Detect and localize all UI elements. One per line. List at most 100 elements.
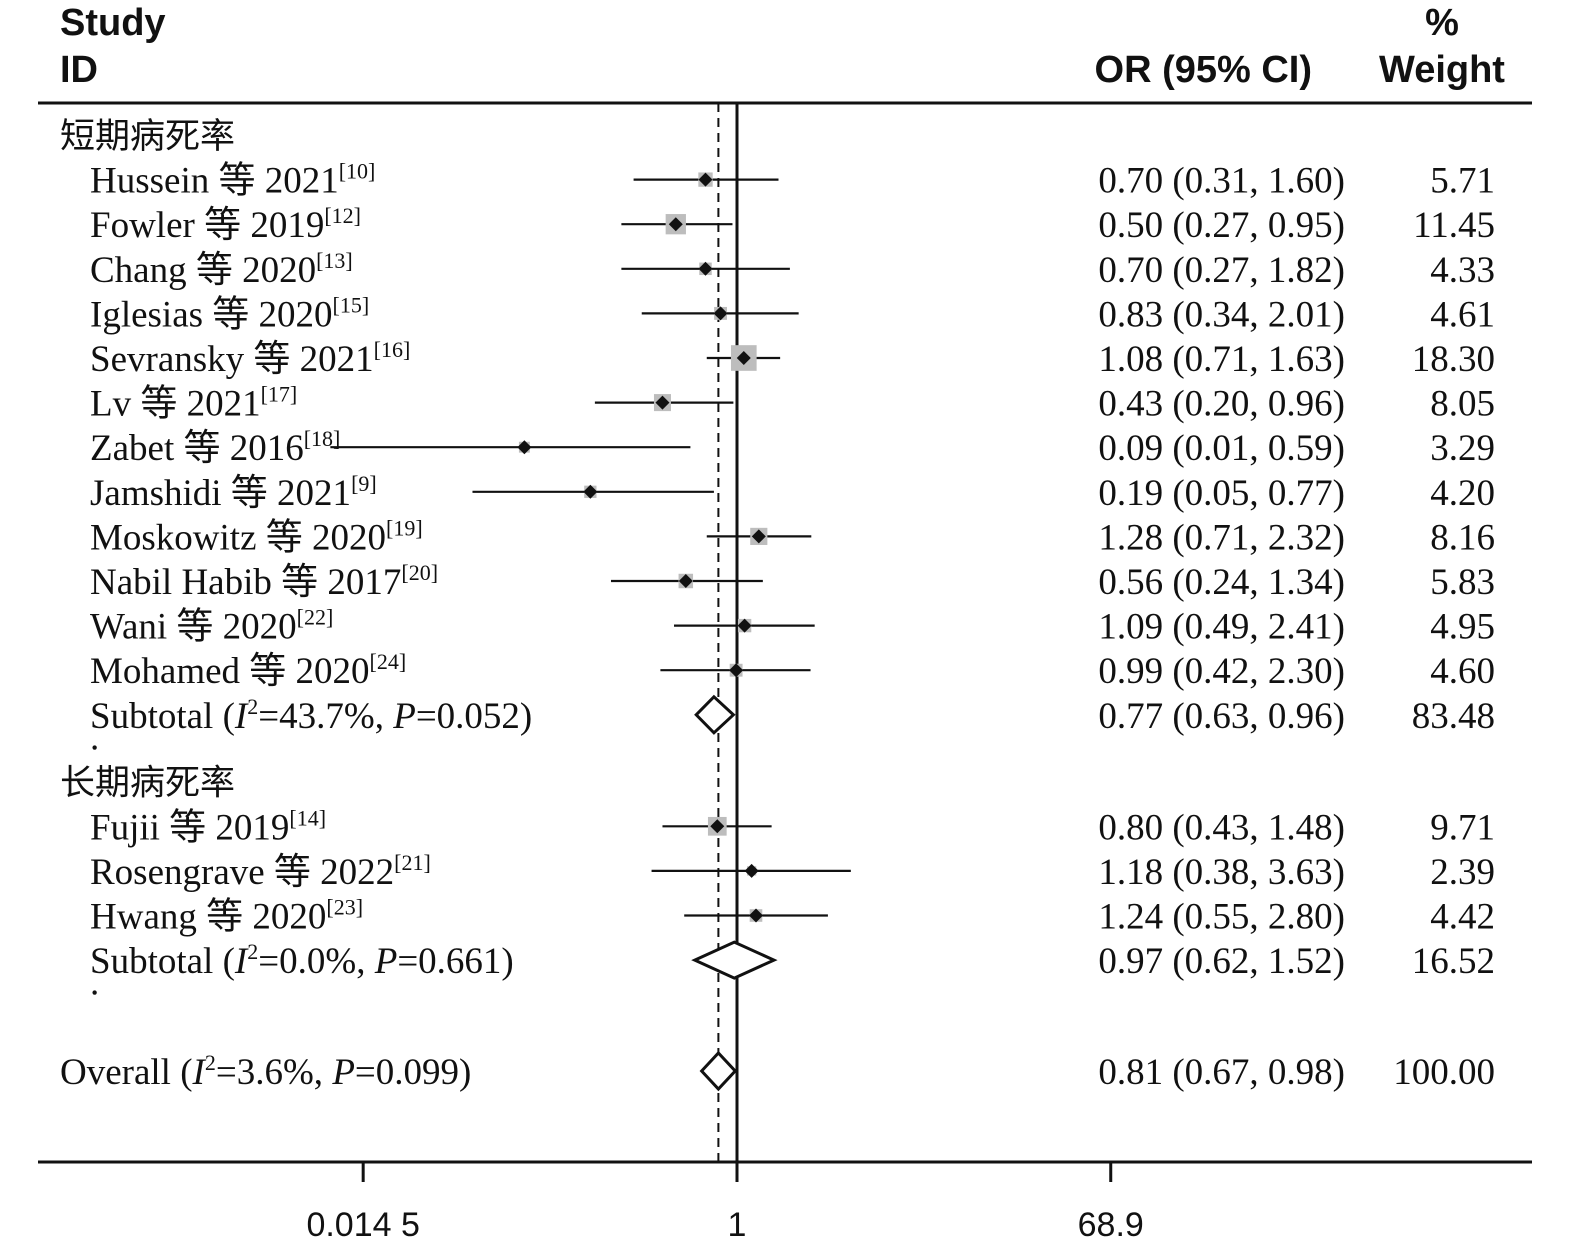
study-point-estimate xyxy=(668,217,683,232)
study-ref: [16] xyxy=(374,337,411,362)
subtotal-p-symbol: P xyxy=(374,941,398,982)
subtotal-p-value: =0.052) xyxy=(416,696,532,737)
study-row-weight: 9.71 xyxy=(1430,807,1495,848)
study-point-estimate xyxy=(517,440,532,455)
study-name: Fujii 等 2019 xyxy=(90,806,289,848)
study-row-ci: 1.09 (0.49, 2.41) xyxy=(1098,607,1345,648)
subtotal-label: Subtotal ( xyxy=(90,941,235,982)
subtotal-weight: 16.52 xyxy=(1412,941,1495,982)
study-name: Hwang 等 2020 xyxy=(90,896,326,938)
x-tick-label: 68.9 xyxy=(1078,1206,1144,1244)
study-ref: [24] xyxy=(370,649,407,674)
study-row-label: Nabil Habib 等 2017[20] xyxy=(90,560,438,603)
study-ref: [20] xyxy=(401,560,438,585)
study-row-ci: 0.43 (0.20, 0.96) xyxy=(1098,384,1345,425)
study-point-estimate xyxy=(744,863,759,878)
study-row-ci: 0.50 (0.27, 0.95) xyxy=(1098,205,1345,246)
study-name: Sevransky 等 2021 xyxy=(90,338,374,380)
study-name: Jamshidi 等 2021 xyxy=(90,472,351,514)
study-row-ci: 0.80 (0.43, 1.48) xyxy=(1098,807,1345,848)
study-point-estimate xyxy=(748,908,763,923)
study-ref: [17] xyxy=(261,382,298,407)
study-point-estimate xyxy=(737,618,752,633)
study-name: Lv 等 2021 xyxy=(90,383,261,425)
study-row-weight: 4.60 xyxy=(1430,651,1495,692)
study-point-estimate xyxy=(583,484,598,499)
study-row-weight: 4.61 xyxy=(1430,294,1495,335)
study-row-ci: 1.18 (0.38, 3.63) xyxy=(1098,852,1345,893)
subtotal-i2-sup: 2 xyxy=(247,939,258,964)
study-row-ci: 1.24 (0.55, 2.80) xyxy=(1098,897,1345,938)
study-row-label: Sevransky 等 2021[16] xyxy=(90,337,410,380)
study-name: Hussein 等 2021 xyxy=(90,160,339,202)
x-tick-label: 0.014 5 xyxy=(306,1206,419,1244)
separator-dot: . xyxy=(90,717,99,758)
subtotal-ci: 0.77 (0.63, 0.96) xyxy=(1098,696,1345,737)
study-name: Rosengrave 等 2022 xyxy=(90,851,394,893)
study-row-ci: 0.70 (0.27, 1.82) xyxy=(1098,250,1345,291)
group-heading: 长期病死率 xyxy=(60,764,235,804)
subtotal-p-symbol: P xyxy=(392,696,416,737)
study-ref: [13] xyxy=(316,248,353,273)
subtotal-i2-sup: 2 xyxy=(247,694,258,719)
header-weight: Weight xyxy=(1379,49,1505,91)
overall-i2-symbol: I xyxy=(192,1052,207,1093)
x-tick-label: 1 xyxy=(728,1206,747,1244)
study-ref: [14] xyxy=(289,805,326,830)
study-row-ci: 0.56 (0.24, 1.34) xyxy=(1098,562,1345,603)
study-name: Mohamed 等 2020 xyxy=(90,650,370,692)
group-heading: 短期病死率 xyxy=(60,117,235,157)
study-row-weight: 18.30 xyxy=(1412,339,1495,380)
overall-p-value: =0.099) xyxy=(355,1052,471,1093)
study-row-label: Hussein 等 2021[10] xyxy=(90,159,375,202)
subtotal-diamond xyxy=(694,694,736,735)
study-ref: [12] xyxy=(324,203,361,228)
subtotal-weight: 83.48 xyxy=(1412,696,1495,737)
study-point-estimate xyxy=(655,395,670,410)
study-row-ci: 0.99 (0.42, 2.30) xyxy=(1098,651,1345,692)
study-row-weight: 4.20 xyxy=(1430,473,1495,514)
header-or: OR (95% CI) xyxy=(1095,49,1312,91)
subtotal-label: Subtotal ( xyxy=(90,696,235,737)
study-row-weight: 5.83 xyxy=(1430,562,1495,603)
study-row-label: Rosengrave 等 2022[21] xyxy=(90,850,431,893)
study-row-weight: 3.29 xyxy=(1430,428,1495,469)
study-row-weight: 2.39 xyxy=(1430,852,1495,893)
x-axis-ticks: 0.014 5 1 68.9 xyxy=(306,1162,1144,1244)
subtotal-diamond xyxy=(691,940,778,980)
study-point-estimate xyxy=(698,261,713,276)
overall-ci: 0.81 (0.67, 0.98) xyxy=(1098,1052,1345,1093)
study-row-label: Lv 等 2021[17] xyxy=(90,382,297,425)
study-row-ci: 0.19 (0.05, 0.77) xyxy=(1098,473,1345,514)
study-row-weight: 8.05 xyxy=(1430,384,1495,425)
study-row-ci: 0.09 (0.01, 0.59) xyxy=(1098,428,1345,469)
study-row-weight: 4.33 xyxy=(1430,250,1495,291)
study-row-label: Mohamed 等 2020[24] xyxy=(90,649,406,692)
study-row-label: Jamshidi 等 2021[9] xyxy=(90,471,377,514)
study-ref: [23] xyxy=(326,895,363,920)
study-row-ci: 0.70 (0.31, 1.60) xyxy=(1098,161,1345,202)
subtotal-i2-value: =0.0%, xyxy=(258,941,374,982)
subtotal-i2-value: =43.7%, xyxy=(258,696,393,737)
overall-label: Overall ( xyxy=(60,1052,193,1093)
study-ref: [19] xyxy=(386,515,423,540)
study-name: Zabet 等 2016 xyxy=(90,427,304,469)
subtotal-text: Subtotal (I2=43.7%, P=0.052) xyxy=(90,694,532,737)
study-row-label: Fowler 等 2019[12] xyxy=(90,203,361,246)
header-percent: % xyxy=(1425,2,1459,44)
study-name: Wani 等 2020 xyxy=(90,606,297,648)
header-study: Study xyxy=(60,2,166,44)
study-ref: [15] xyxy=(333,292,370,317)
study-name: Moskowitz 等 2020 xyxy=(90,516,386,558)
study-name: Chang 等 2020 xyxy=(90,249,316,291)
overall-weight: 100.00 xyxy=(1393,1052,1495,1093)
study-point-estimate xyxy=(698,172,713,187)
study-row-weight: 4.95 xyxy=(1430,607,1495,648)
overall-i2-value: =3.6%, xyxy=(216,1052,332,1093)
subtotal-text: Subtotal (I2=0.0%, P=0.661) xyxy=(90,939,514,982)
study-row-weight: 5.71 xyxy=(1430,161,1495,202)
study-name: Iglesias 等 2020 xyxy=(90,293,333,335)
study-ref: [22] xyxy=(297,605,334,630)
